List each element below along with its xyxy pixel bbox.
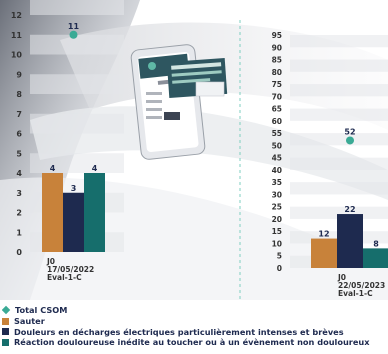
y-tick-label: 10	[11, 51, 23, 60]
y-tick-label: 10	[272, 239, 282, 248]
bar-data-label: 4	[92, 164, 98, 173]
x-category-label: J0	[337, 273, 346, 282]
legend-label: Sauter	[14, 315, 45, 326]
x-category-label: 17/05/2022	[47, 265, 94, 274]
y-tick-label: 0	[16, 248, 22, 257]
bar-data-label: 12	[318, 230, 329, 239]
bar	[337, 214, 363, 268]
y-tick-label: 20	[272, 215, 282, 224]
bar	[311, 238, 337, 268]
square-swatch-icon	[2, 317, 9, 325]
y-tick-label: 9	[16, 70, 22, 79]
y-tick-label: 7	[16, 110, 22, 119]
y-tick-label: 3	[16, 189, 22, 198]
y-tick-label: 50	[272, 141, 282, 150]
bar	[363, 248, 388, 268]
y-tick-label: 85	[272, 56, 282, 65]
y-tick-label: 45	[272, 154, 282, 163]
y-tick-label: 55	[272, 129, 282, 138]
bar-data-label: 22	[344, 205, 355, 214]
y-tick-label: 12	[11, 11, 22, 20]
legend-item-sauter: Sauter	[2, 316, 388, 327]
y-tick-label: 8	[16, 90, 22, 99]
y-tick-label: 95	[272, 31, 282, 40]
legend-label: Réaction douloureuse inédite au toucher …	[14, 337, 370, 348]
grid-band	[290, 59, 388, 72]
grid-band	[30, 34, 124, 55]
y-tick-label: 15	[272, 227, 282, 236]
total-csom-point	[69, 30, 78, 39]
right-chart-data-labels: 12 22 8 52	[318, 127, 379, 248]
y-tick-label: 30	[272, 190, 282, 199]
y-tick-label: 5	[16, 149, 22, 158]
grid-band	[290, 133, 388, 146]
legend-item-reaction: Réaction douloureuse inédite au toucher …	[2, 337, 388, 348]
square-swatch-icon	[2, 328, 9, 336]
y-tick-label: 60	[272, 117, 282, 126]
legend: Total CSOM Sauter Douleurs en décharges …	[2, 305, 388, 348]
y-tick-label: 70	[272, 92, 282, 101]
y-tick-label: 40	[272, 166, 282, 175]
bar	[63, 192, 84, 252]
grid-band	[290, 206, 388, 219]
phone-illustration	[130, 44, 228, 160]
y-tick-label: 75	[272, 80, 282, 89]
right-chart-y-axis: 0 5 10 15 20 25 30 35 40 45 50 55 60 65 70 75 80 85 90 95	[272, 31, 282, 273]
y-tick-label: 6	[16, 130, 22, 139]
grid-band	[290, 108, 388, 121]
bar-data-label: 8	[373, 239, 379, 248]
x-category-label: 22/05/2023	[338, 281, 385, 290]
legend-label: Douleurs en décharges électriques partic…	[14, 326, 344, 337]
grid-band	[290, 182, 388, 195]
y-tick-label: 2	[16, 209, 22, 218]
grid-band	[290, 35, 388, 48]
y-tick-label: 4	[16, 169, 22, 178]
y-tick-label: 11	[11, 31, 23, 40]
x-category-label: Eval-1-C	[47, 273, 82, 282]
diamond-marker-icon	[2, 306, 11, 315]
total-csom-point	[346, 136, 354, 145]
x-category-label: J0	[46, 257, 55, 266]
left-chart-bars	[42, 30, 105, 252]
y-tick-label: 25	[272, 203, 282, 212]
bar	[84, 173, 105, 252]
right-chart-bars	[311, 136, 388, 268]
grid-band	[30, 113, 124, 134]
y-tick-label: 5	[277, 252, 282, 261]
y-tick-label: 65	[272, 105, 282, 114]
legend-item-total-csom: Total CSOM	[2, 305, 388, 316]
left-chart-data-labels: 4 3 4 11	[50, 22, 98, 193]
grid-band	[30, 0, 124, 15]
y-tick-label: 0	[277, 264, 282, 273]
y-tick-label: 80	[272, 68, 282, 77]
x-category-label: Eval-1-C	[338, 289, 373, 298]
bar-data-label: 4	[50, 164, 56, 173]
point-data-label: 11	[68, 22, 80, 31]
bar	[42, 173, 63, 252]
legend-item-douleurs: Douleurs en décharges électriques partic…	[2, 327, 388, 338]
grid-band	[30, 74, 124, 94]
grid-band	[290, 157, 388, 170]
y-tick-label: 1	[16, 228, 22, 237]
bar-data-label: 3	[71, 184, 77, 193]
point-data-label: 52	[344, 127, 355, 136]
square-swatch-icon	[2, 339, 9, 347]
legend-label: Total CSOM	[15, 305, 68, 315]
grid-band	[290, 84, 388, 97]
y-tick-label: 90	[272, 43, 282, 52]
y-tick-label: 35	[272, 178, 282, 187]
grid-band	[30, 153, 124, 173]
